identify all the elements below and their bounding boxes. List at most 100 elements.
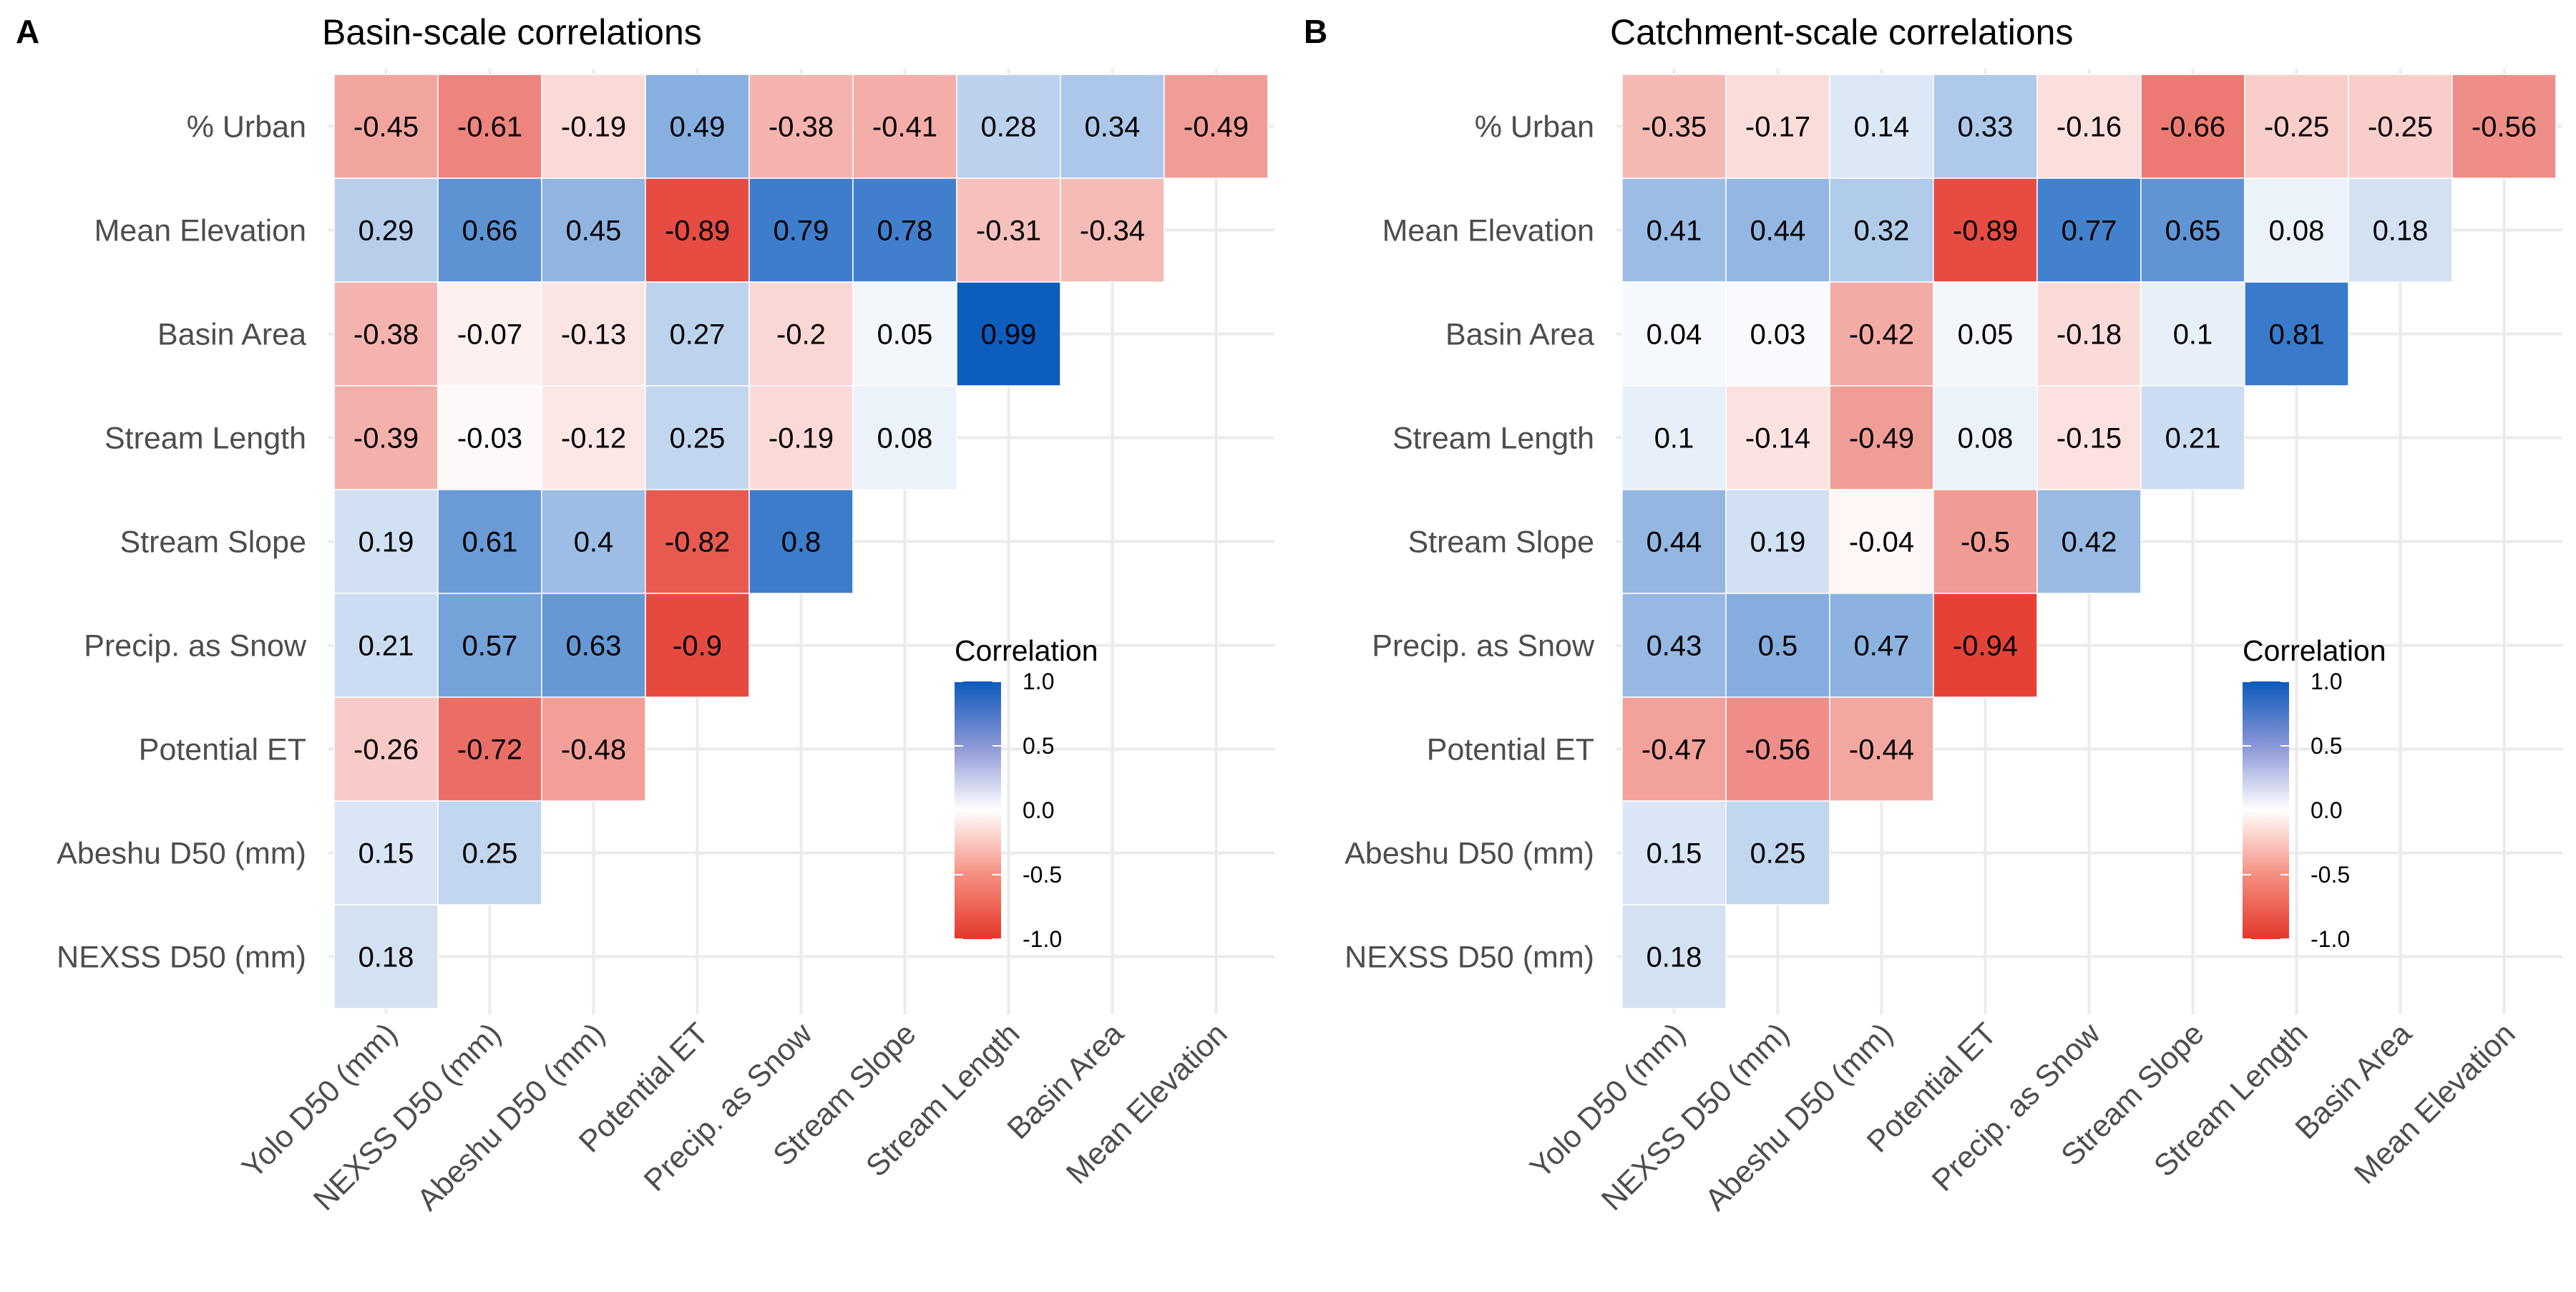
heatmap-cell	[748, 281, 854, 387]
heatmap-cell	[1060, 74, 1165, 179]
cell-value-label: -0.48	[561, 734, 626, 766]
heatmap-cell	[1933, 385, 2038, 490]
heatmap-cell	[1725, 800, 1830, 905]
cell-value-label: -0.16	[2057, 112, 2122, 143]
heatmap-cell	[852, 385, 957, 490]
heatmap-cell	[2348, 178, 2453, 283]
y-axis-label: Stream Length	[104, 422, 306, 456]
x-axis-label: NEXSS D50 (mm)	[1595, 1016, 1796, 1218]
y-axis-label: Stream Length	[1392, 422, 1594, 456]
cell-value-label: -0.2	[776, 319, 826, 351]
heatmap-cell	[1621, 904, 1727, 1009]
heatmap-cell	[437, 178, 542, 283]
cell-value-label: 0.45	[566, 215, 622, 247]
heatmap-cell	[541, 385, 646, 490]
cell-value-label: -0.66	[2160, 112, 2225, 143]
heatmap-cell	[852, 178, 957, 283]
y-axis-label: NEXSS D50 (mm)	[1345, 941, 1594, 975]
cell-value-label: 0.18	[2373, 215, 2429, 247]
cell-value-label: 0.08	[2269, 215, 2325, 247]
legend-tick-label: 0.5	[1023, 733, 1054, 759]
legend-title: Correlation	[2243, 634, 2386, 667]
heatmap-cell	[2036, 489, 2142, 594]
heatmap-cell	[1621, 178, 1727, 283]
panel-title: Catchment-scale correlations	[1610, 12, 2074, 52]
heatmap-cell	[2036, 385, 2142, 490]
cell-value-label: -0.45	[353, 112, 419, 143]
cell-value-label: -0.61	[457, 112, 522, 143]
cell-value-label: -0.31	[976, 215, 1041, 247]
y-axis-labels: % Urban Mean Elevation Basin Area Stream Le…	[1345, 110, 1595, 975]
y-axis-label: Mean Elevation	[1382, 214, 1594, 248]
heatmap-cell	[437, 696, 542, 802]
cell-value-label: -0.19	[769, 423, 834, 455]
cell-value-label: 0.8	[781, 527, 821, 558]
cell-value-label: 0.77	[2062, 215, 2117, 247]
heatmap-cell	[1621, 696, 1727, 802]
y-axis-label: Stream Slope	[1407, 525, 1594, 560]
cell-value-label: 0.27	[670, 319, 726, 351]
cell-value-label: 0.34	[1085, 112, 1141, 143]
heatmap-cell	[1060, 178, 1165, 283]
cell-value-label: -0.9	[673, 631, 722, 662]
heatmap-cell	[333, 904, 439, 1009]
heatmap-cell	[1621, 281, 1727, 387]
y-axis-label: % Urban	[1475, 110, 1594, 145]
panel-b: B Catchment-scale correlations -0.35 -0.1…	[1304, 12, 2562, 1218]
panel-a: A Basin-scale correlations -0.45 -0.61 -0.…	[16, 12, 1274, 1218]
heatmap-cell	[748, 489, 854, 594]
cell-value-label: -0.15	[2057, 423, 2122, 455]
x-axis-label: Abeshu D50 (mm)	[1699, 1016, 1900, 1218]
cell-value-label: 0.41	[1646, 215, 1702, 247]
legend-ticks: 1.0 0.5 0.0 -0.5 -1.0	[2243, 669, 2350, 952]
legend: Correlation 1.0 0.5 0.0 -0.5 -1.0	[2243, 634, 2386, 952]
cell-value-label: 0.81	[2269, 319, 2325, 351]
heatmap-cell	[541, 593, 646, 698]
heatmap-cell	[437, 489, 542, 594]
cell-value-label: 0.99	[981, 319, 1037, 351]
x-axis-label: Abeshu D50 (mm)	[411, 1016, 612, 1218]
cell-value-label: 0.18	[1646, 942, 1702, 973]
heatmap-cell	[1725, 593, 1830, 698]
y-axis-label: Abeshu D50 (mm)	[1345, 837, 1594, 871]
heatmap-cell	[437, 385, 542, 490]
cell-value-label: -0.56	[1745, 734, 1810, 766]
cell-value-label: 0.29	[358, 215, 414, 247]
cell-value-label: -0.41	[872, 112, 937, 143]
heatmap-cell	[645, 593, 750, 698]
cell-value-label: 0.47	[1854, 631, 1910, 662]
cell-value-label: 0.05	[1958, 319, 2014, 351]
y-axis-label: % Urban	[187, 110, 306, 145]
legend-title: Correlation	[955, 634, 1098, 667]
heatmap-cell	[956, 281, 1061, 387]
y-axis-label: Stream Slope	[119, 525, 306, 560]
cell-value-label: -0.35	[1641, 112, 1707, 143]
y-axis-label: Basin Area	[157, 318, 306, 352]
cell-value-label: 0.03	[1750, 319, 1806, 351]
cell-value-label: -0.04	[1849, 527, 1914, 558]
heatmap-cell	[1621, 593, 1727, 698]
y-axis-label: Precip. as Snow	[84, 629, 307, 664]
heatmap-cell	[333, 489, 439, 594]
cell-value-label: 0.25	[670, 423, 726, 455]
cell-value-label: 0.32	[1854, 215, 1910, 247]
cell-value-label: -0.13	[561, 319, 626, 351]
heatmap-cells	[333, 74, 1269, 1009]
cell-value-labels: -0.35 -0.17 0.14 0.33 -0.16 -0.66 -0.25 -0.25 -0…	[1641, 112, 2537, 973]
heatmap-cell	[437, 800, 542, 905]
heatmap-cell	[2036, 178, 2142, 283]
heatmap-cell	[2140, 385, 2245, 490]
heatmap-cell	[333, 800, 439, 905]
x-axis-labels: Yolo D50 (mm)NEXSS D50 (mm)Abeshu D50 (m…	[1523, 1016, 2522, 1217]
heatmap-cell	[852, 281, 957, 387]
heatmap-cell	[541, 178, 646, 283]
cell-value-label: 0.21	[2165, 423, 2221, 455]
legend-tick-label: 1.0	[1023, 669, 1054, 694]
cell-value-label: -0.42	[1849, 319, 1914, 351]
cell-value-label: 0.61	[462, 527, 518, 558]
cell-value-label: -0.18	[2057, 319, 2122, 351]
cell-value-label: -0.38	[769, 112, 834, 143]
cell-value-label: 0.08	[877, 423, 933, 455]
cell-value-label: 0.05	[877, 319, 933, 351]
